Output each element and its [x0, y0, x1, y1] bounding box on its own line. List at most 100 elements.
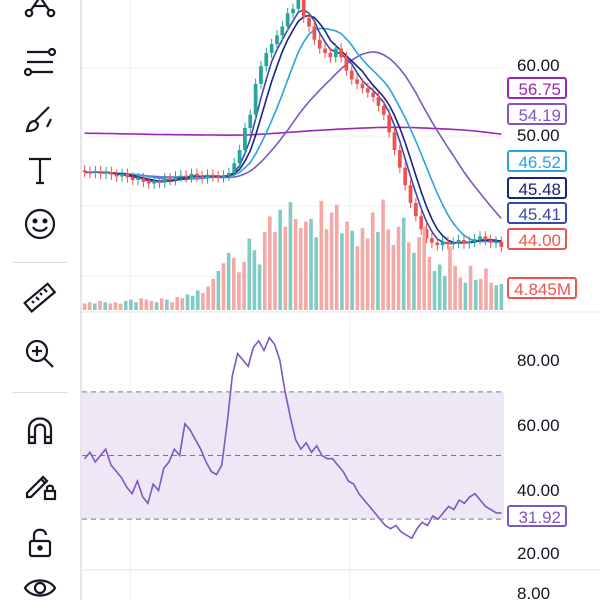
- volume-bar: [108, 303, 113, 310]
- candle-body: [355, 79, 359, 84]
- candle-body: [397, 150, 402, 168]
- candle-body: [264, 52, 269, 67]
- volume-bar: [129, 299, 133, 310]
- lock-all-tool[interactable]: [12, 520, 68, 564]
- candle-body: [413, 202, 418, 217]
- chart-area[interactable]: 60.00 50.00 56.75 54.19 46.52 45.48 45.4…: [82, 0, 600, 603]
- candle-body: [291, 8, 295, 14]
- brush-tool[interactable]: [12, 96, 68, 140]
- volume-bar: [242, 261, 246, 310]
- candle-body: [376, 97, 381, 106]
- candle-body: [451, 242, 456, 245]
- candle-body: [381, 105, 386, 115]
- volume-bar: [139, 298, 143, 310]
- candle-body: [275, 35, 279, 45]
- volume-bar: [468, 265, 473, 310]
- volume-bar: [144, 299, 149, 310]
- volume-bar: [494, 285, 499, 310]
- candle-body: [328, 52, 333, 58]
- rsi-tick: 60.00: [517, 416, 560, 435]
- toolbar-separator: [12, 262, 68, 263]
- magnet-icon: [27, 417, 53, 445]
- candle-body: [424, 229, 429, 239]
- ma-price-label: 45.48: [507, 177, 567, 199]
- volume-bar: [401, 217, 406, 310]
- volume-bar: [118, 303, 123, 310]
- candle-body: [430, 238, 434, 243]
- candle-body: [312, 26, 317, 40]
- emoji-tool[interactable]: [12, 202, 68, 246]
- volume-bar: [319, 200, 324, 310]
- volume-bar: [432, 271, 437, 310]
- candle-body: [371, 92, 375, 98]
- candle-body: [232, 163, 237, 173]
- text-tool[interactable]: [12, 148, 68, 192]
- visibility-tool[interactable]: [12, 566, 68, 610]
- chart-canvas[interactable]: [82, 0, 600, 600]
- measure-tool[interactable]: [12, 276, 68, 320]
- volume-bar: [134, 302, 138, 310]
- zoom-in-icon: [25, 339, 54, 368]
- magnet-tool[interactable]: [12, 408, 68, 452]
- zoom-tool[interactable]: [12, 332, 68, 376]
- volume-bar: [262, 232, 267, 310]
- candle-body: [141, 178, 146, 182]
- moving-average-line: [84, 27, 502, 243]
- volume-bar: [185, 294, 190, 310]
- candle-body: [446, 241, 450, 245]
- candle-body: [168, 178, 173, 180]
- volume-bar: [113, 302, 118, 310]
- candle-body: [483, 236, 488, 240]
- volume-bar: [329, 212, 334, 310]
- volume-bar: [370, 212, 375, 310]
- volume-bar: [365, 238, 370, 310]
- candle-body: [435, 242, 440, 246]
- candle-body: [98, 171, 103, 174]
- candle-body: [259, 66, 263, 84]
- drawing-toolbar: [0, 0, 82, 600]
- candle-body: [387, 114, 392, 133]
- volume-bar: [417, 237, 421, 310]
- volume-bar: [232, 258, 236, 310]
- volume-bar: [273, 232, 277, 310]
- volume-bar: [484, 268, 488, 310]
- volume-bar: [87, 302, 92, 310]
- volume-bar: [355, 246, 360, 310]
- brush-icon: [25, 106, 52, 133]
- lock-drawing-tool[interactable]: [12, 462, 68, 506]
- pattern-tool[interactable]: [12, 0, 68, 32]
- candle-body: [146, 181, 151, 184]
- volume-bar: [324, 229, 329, 310]
- candle-body: [205, 174, 210, 179]
- volume-bar: [396, 226, 401, 310]
- candle-body: [200, 176, 205, 179]
- ruler-icon: [23, 282, 57, 314]
- rsi-tick: 40.00: [517, 481, 560, 500]
- volume-bar: [406, 242, 411, 310]
- candle-body: [365, 88, 370, 93]
- candle-body: [162, 178, 167, 183]
- candle-body: [178, 175, 183, 178]
- unlock-icon: [28, 528, 52, 558]
- volume-bar: [304, 221, 308, 310]
- rsi-tick: 20.00: [517, 544, 560, 563]
- volume-bar: [443, 276, 447, 310]
- candle-body: [248, 114, 253, 128]
- volume-bar: [216, 271, 221, 310]
- candle-body: [157, 180, 162, 183]
- volume-bar: [463, 282, 468, 310]
- rsi-value-label: 31.92: [507, 505, 567, 527]
- volume-bar: [427, 256, 432, 310]
- volume-bar: [283, 226, 288, 310]
- candle-body: [280, 26, 285, 36]
- fib-tool[interactable]: [12, 40, 68, 84]
- candle-body: [344, 57, 349, 71]
- candle-body: [333, 48, 338, 58]
- volume-bar: [247, 238, 252, 310]
- candle-body: [349, 70, 354, 80]
- candle-body: [462, 240, 466, 244]
- candle-body: [194, 173, 199, 177]
- candle-body: [120, 173, 124, 177]
- candle-body: [237, 150, 242, 164]
- candle-body: [478, 236, 482, 240]
